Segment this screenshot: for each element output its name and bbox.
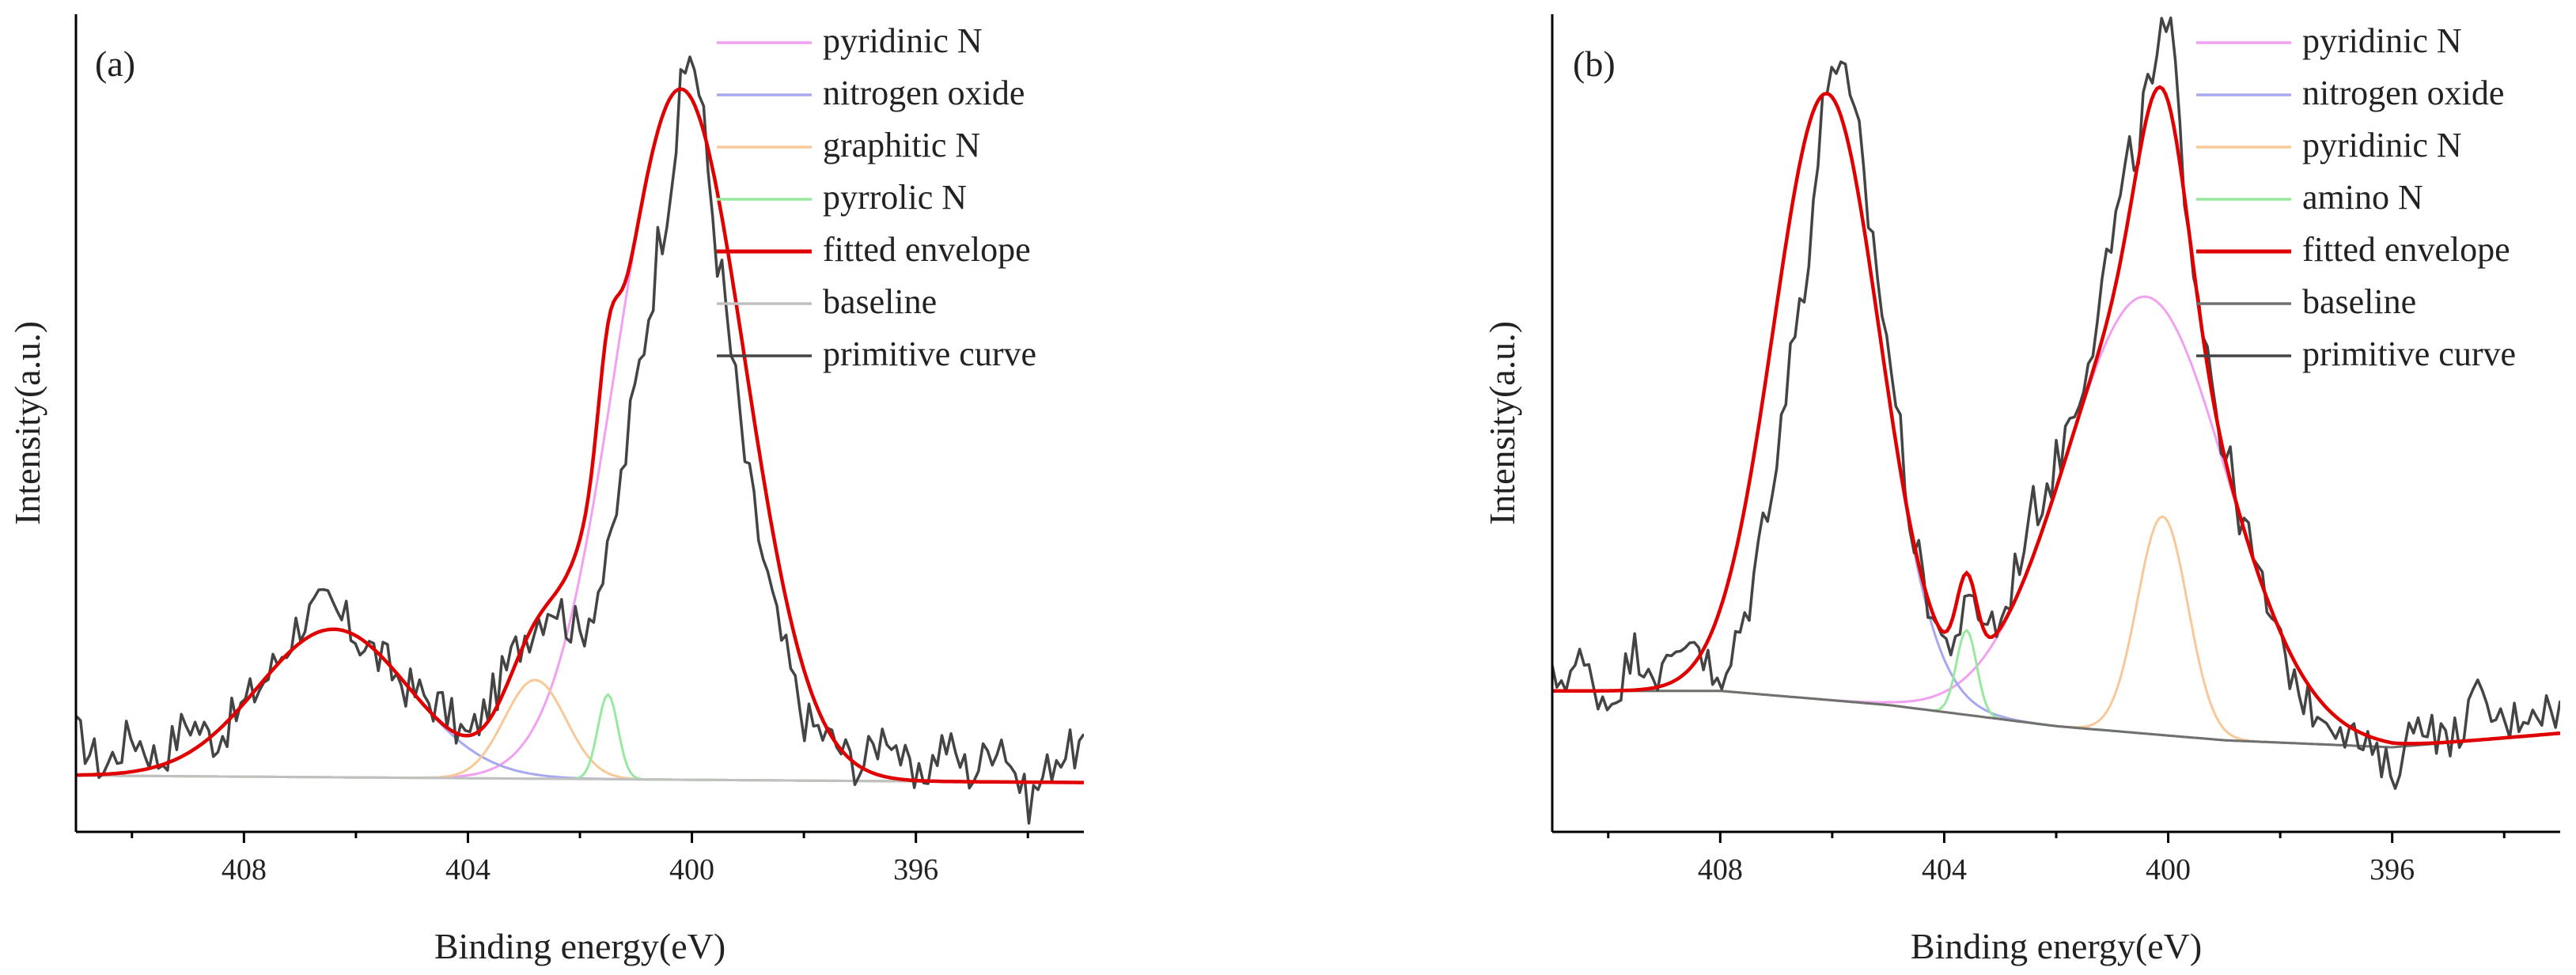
x-tick-label: 400 — [2146, 853, 2191, 886]
x-ticks-b: 408 404 400 396 — [1607, 832, 2506, 886]
plot-area-a — [76, 14, 1084, 832]
legend-label: pyrrolic N — [823, 178, 967, 217]
panel-label-a: (a) — [95, 43, 135, 84]
panel-label-b: (b) — [1573, 43, 1616, 84]
legend-label: pyridinic N — [2302, 21, 2462, 60]
baseline-curve — [1552, 690, 2560, 749]
legend-label: nitrogen oxide — [2302, 74, 2504, 112]
legend-label: baseline — [2302, 282, 2416, 321]
legend-label: pyridinic N — [2302, 126, 2462, 164]
panel-b: pyridinic N nitrogen oxide pyridinic N amin… — [1482, 14, 2560, 966]
plot-area-b — [1552, 14, 2560, 832]
legend-label: amino N — [2302, 178, 2423, 217]
panel-a: pyridinic N nitrogen oxide graphitic N pyrr… — [7, 14, 1084, 966]
legend-b: pyridinic N nitrogen oxide pyridinic N amin… — [2196, 21, 2516, 373]
legend-label: nitrogen oxide — [823, 74, 1025, 112]
x-tick-label: 408 — [1698, 853, 1743, 886]
legend-label: baseline — [823, 282, 937, 321]
legend-label: graphitic N — [823, 126, 980, 164]
fitted-envelope — [1552, 85, 2560, 746]
curves-a — [76, 55, 1084, 825]
fitted-envelope — [76, 87, 1084, 784]
x-tick-label: 404 — [445, 853, 491, 886]
x-axis-title-b: Binding energy(eV) — [1911, 926, 2202, 966]
x-tick-label: 396 — [893, 853, 938, 886]
legend-label: primitive curve — [823, 334, 1036, 373]
legend-label: primitive curve — [2302, 334, 2516, 373]
curves-b — [1552, 16, 2560, 790]
x-tick-label: 404 — [1922, 853, 1967, 886]
x-tick-label: 408 — [222, 853, 267, 886]
x-axis-title-a: Binding energy(eV) — [434, 926, 725, 966]
y-axis-title-a: Intensity(a.u.) — [7, 321, 47, 525]
legend-label: fitted envelope — [823, 230, 1031, 269]
x-ticks-a: 408 404 400 396 — [131, 832, 1029, 886]
legend-a: pyridinic N nitrogen oxide graphitic N pyrr… — [717, 21, 1036, 373]
y-axis-title-b: Intensity(a.u.) — [1482, 321, 1522, 525]
legend-label: fitted envelope — [2302, 230, 2510, 269]
primitive-curve — [1552, 16, 2560, 790]
legend-label: pyridinic N — [823, 21, 983, 60]
x-tick-label: 396 — [2370, 853, 2415, 886]
x-tick-label: 400 — [669, 853, 714, 886]
